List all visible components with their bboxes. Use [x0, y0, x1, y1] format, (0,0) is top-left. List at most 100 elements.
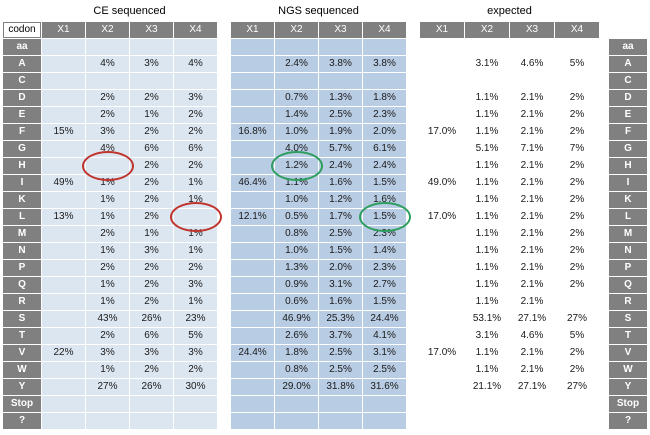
cell-expected-p-x3: 2.1% — [510, 260, 554, 276]
cell-ce-w-x4-text: 2% — [188, 364, 203, 375]
empty-cell-ce-aa-x2 — [86, 39, 129, 55]
cell-ce-v-x4-text: 3% — [188, 347, 203, 358]
cell-expected-l-x1: 17.0% — [420, 209, 464, 225]
column-spacer — [218, 396, 230, 412]
cell-expected-l-x2-text: 1.1% — [475, 211, 499, 222]
cell-ngs-y-x3: 31.8% — [319, 379, 362, 395]
cell-ngs-i-x2-text: 1.1% — [285, 177, 308, 188]
column-spacer — [218, 362, 230, 378]
column-spacer — [600, 39, 608, 55]
cell-ce-w-x2: 1% — [86, 362, 129, 378]
row-label-right-c: C — [609, 73, 647, 89]
cell-expected-v-x3-text: 2.1% — [520, 347, 544, 358]
cell-ngs-n-x4-text: 1.4% — [373, 245, 396, 256]
cell-ce-r-x3-text: 2% — [144, 296, 159, 307]
cell-expected-g-x4: 7% — [555, 141, 599, 157]
row-label-right-n: N — [609, 243, 647, 259]
row-label-right-a-text: A — [624, 58, 632, 69]
cell-ce-f-x4-text: 2% — [188, 126, 203, 137]
row-label-left-n-text: N — [18, 245, 26, 256]
cell-expected-v-x2: 1.1% — [465, 345, 509, 361]
cell-ngs-g-x4-text: 6.1% — [373, 143, 396, 154]
cell-expected-p-x4-text: 2% — [569, 262, 585, 273]
cell-expected-r-x1 — [420, 294, 464, 310]
cell-ngs-w-x4: 2.5% — [363, 362, 406, 378]
cell-ce-d-x3-text: 2% — [144, 92, 159, 103]
column-spacer — [218, 209, 230, 225]
column-spacer — [407, 192, 419, 208]
cell-ngs-k-x2-text: 1.0% — [285, 194, 308, 205]
cell-ce-p-x1 — [42, 260, 85, 276]
cell-ngs-e-x2-text: 1.4% — [285, 109, 308, 120]
cell-expected-a-x4-text: 5% — [569, 58, 585, 69]
column-spacer — [407, 362, 419, 378]
row-label-left-m-text: M — [17, 228, 27, 239]
cell-ce-y-x2: 27% — [86, 379, 129, 395]
cell-ngs-g-x3-text: 5.7% — [329, 143, 352, 154]
column-spacer — [218, 90, 230, 106]
column-spacer — [600, 260, 608, 276]
column-spacer — [218, 56, 230, 72]
column-spacer — [600, 379, 608, 395]
cell-expected-g-x1 — [420, 141, 464, 157]
column-spacer — [600, 90, 608, 106]
cell-ce-a-x3-text: 3% — [144, 58, 159, 69]
cell-ce-i-x1-text: 49% — [53, 177, 74, 188]
row-label-left-stop-text: Stop — [10, 398, 34, 409]
cell-expected-q-x4: 2% — [555, 277, 599, 293]
cell-ngs-y-x3-text: 31.8% — [326, 381, 355, 392]
cell-ngs-i-x4: 1.5% — [363, 175, 406, 191]
cell-expected-e-x3: 2.1% — [510, 107, 554, 123]
cell-ce-w-x3-text: 2% — [144, 364, 159, 375]
cell-ngs-c-x3 — [319, 73, 362, 89]
cell-expected-f-x4: 2% — [555, 124, 599, 140]
column-spacer — [407, 90, 419, 106]
cell-expected-e-x3-text: 2.1% — [520, 109, 544, 120]
cell-ce-g-x2: 4% — [86, 141, 129, 157]
column-spacer — [407, 209, 419, 225]
cell-expected-i-x2-text: 1.1% — [475, 177, 499, 188]
cell-expected-c-x3 — [510, 73, 554, 89]
cell-ngs-a-x4: 3.8% — [363, 56, 406, 72]
cell-ce-y-x3-text: 26% — [141, 381, 162, 392]
cell-ce-s-x3: 26% — [130, 311, 173, 327]
cell-expected-r-x3-text: 2.1% — [520, 296, 544, 307]
cell-expected-n-x3: 2.1% — [510, 243, 554, 259]
column-header-ngs-x1: X1 — [231, 22, 274, 38]
cell-ngs-g-x2-text: 4.0% — [285, 143, 308, 154]
row-label-right-n-text: N — [624, 245, 632, 256]
cell-ngs-k-x3-text: 1.2% — [329, 194, 352, 205]
row-label-left-d: D — [3, 90, 41, 106]
row-label-left-y: Y — [3, 379, 41, 395]
cell-ce-k-x2-text: 1% — [100, 194, 115, 205]
cell-expected-?-x1 — [420, 413, 464, 429]
column-spacer — [600, 158, 608, 174]
empty-cell-expected-aa-x2 — [465, 39, 509, 55]
row-label-right-stop: Stop — [609, 396, 647, 412]
cell-ce-v-x3: 3% — [130, 345, 173, 361]
cell-ce-stop-x4 — [174, 396, 217, 412]
row-label-right-q: Q — [609, 277, 647, 293]
cell-expected-w-x3: 2.1% — [510, 362, 554, 378]
column-header-expected-x4: X4 — [555, 22, 599, 38]
row-label-right-y-text: Y — [624, 381, 632, 392]
cell-expected-s-x2-text: 53.1% — [472, 313, 502, 324]
row-label-left-h-text: H — [18, 160, 26, 171]
empty-cell-ngs-aa-x1 — [231, 39, 274, 55]
cell-expected-a-x4: 5% — [555, 56, 599, 72]
cell-expected-t-x1 — [420, 328, 464, 344]
column-spacer — [407, 73, 419, 89]
column-spacer — [407, 124, 419, 140]
cell-ce-s-x4: 23% — [174, 311, 217, 327]
cell-ce-r-x1 — [42, 294, 85, 310]
cell-ngs-n-x2-text: 1.0% — [285, 245, 308, 256]
cell-ngs-w-x2-text: 0.8% — [285, 364, 308, 375]
cell-ngs-q-x3-text: 3.1% — [329, 279, 352, 290]
cell-ce-n-x3-text: 3% — [144, 245, 159, 256]
cell-ngs-t-x3-text: 3.7% — [329, 330, 352, 341]
cell-ngs-w-x2: 0.8% — [275, 362, 318, 378]
cell-expected-d-x4: 2% — [555, 90, 599, 106]
column-header-ce-x1-text: X1 — [57, 24, 70, 35]
cell-ngs-p-x1 — [231, 260, 274, 276]
